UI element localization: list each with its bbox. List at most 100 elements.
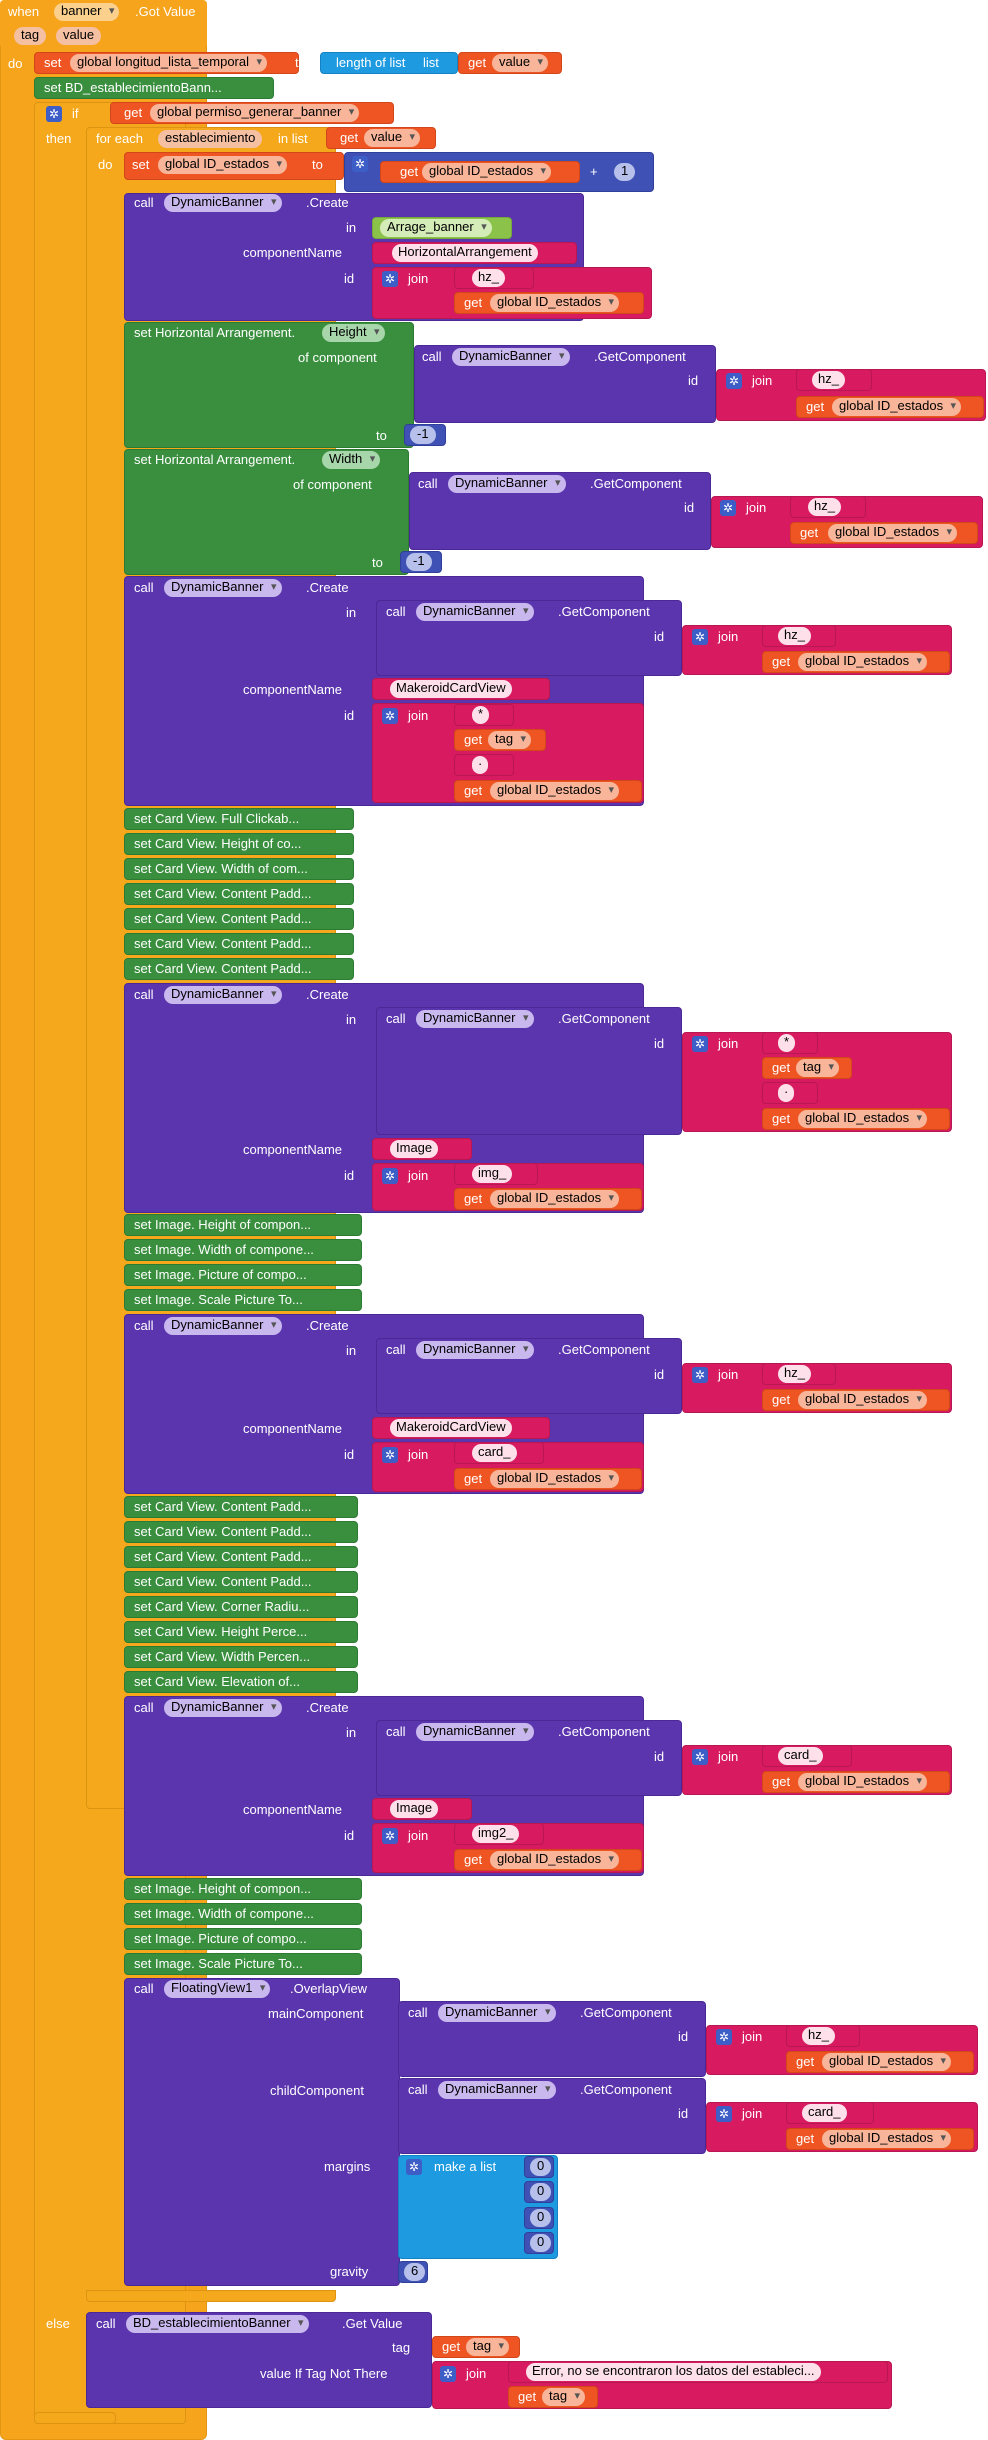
cardview-setter[interactable]: set Card View. Content Padd... [124, 1546, 358, 1568]
id-estados-dropdown[interactable]: global ID_estados [490, 294, 620, 312]
cardview-setter[interactable]: set Card View. Full Clickab... [124, 808, 354, 830]
tag-dropdown[interactable]: tag [466, 2338, 510, 2356]
id-estados-dropdown[interactable]: global ID_estados [822, 2053, 952, 2071]
dynamic-dropdown[interactable]: DynamicBanner [438, 2004, 556, 2022]
bd-dropdown[interactable]: BD_establecimientoBanner [126, 2315, 309, 2333]
cardview-setter[interactable]: set Card View. Height of co... [124, 833, 354, 855]
id-estados-dropdown[interactable]: global ID_estados [490, 1190, 620, 1208]
mutator-gear-icon[interactable]: ✲ [382, 271, 398, 287]
value-dropdown-2[interactable]: value [364, 129, 421, 147]
mutator-gear-icon[interactable]: ✲ [382, 1168, 398, 1184]
mutator-gear-icon[interactable]: ✲ [406, 2159, 422, 2175]
number-one[interactable]: 1 [614, 163, 636, 181]
width-dropdown[interactable]: Width [322, 451, 381, 469]
value-dropdown[interactable]: value [492, 54, 549, 72]
number-zero[interactable]: 0 [530, 2209, 552, 2227]
arrage-dropdown[interactable]: Arrage_banner [380, 219, 492, 237]
string-img2-value[interactable]: img2_ [472, 1825, 520, 1843]
param-tag[interactable]: tag [14, 27, 47, 45]
number-zero[interactable]: 0 [530, 2158, 552, 2176]
string-error-value[interactable]: Error, no se encontraron los datos del e… [526, 2363, 821, 2381]
set-bd-block[interactable] [34, 77, 274, 99]
mutator-gear-icon[interactable]: ✲ [716, 2106, 732, 2122]
string-star-value[interactable]: * [778, 1034, 796, 1052]
mutator-gear-icon[interactable]: ✲ [692, 1749, 708, 1765]
dynamic-dropdown[interactable]: DynamicBanner [164, 579, 282, 597]
string-image[interactable]: Image [390, 1800, 439, 1818]
mutator-gear-icon[interactable]: ✲ [382, 1828, 398, 1844]
id-estados-dropdown[interactable]: global ID_estados [422, 163, 552, 181]
set-ha-width-block[interactable] [124, 449, 409, 575]
var-dropdown[interactable]: global longitud_lista_temporal [70, 54, 268, 72]
cardview-setter[interactable]: set Card View. Content Padd... [124, 1571, 358, 1593]
dynamic-dropdown[interactable]: DynamicBanner [164, 1317, 282, 1335]
mutator-gear-icon[interactable]: ✲ [692, 1367, 708, 1383]
mutator-gear-icon[interactable]: ✲ [720, 500, 736, 516]
image-setter[interactable]: set Image. Height of compon... [124, 1214, 362, 1236]
number-zero[interactable]: 0 [530, 2183, 552, 2201]
dynamic-dropdown[interactable]: DynamicBanner [164, 986, 282, 1004]
mutator-gear-icon[interactable]: ✲ [352, 156, 368, 172]
cardview-setter[interactable]: set Card View. Elevation of... [124, 1671, 358, 1693]
cardview-setter[interactable]: set Card View. Width of com... [124, 858, 354, 880]
mutator-gear-icon[interactable]: ✲ [692, 1036, 708, 1052]
dynamic-dropdown[interactable]: DynamicBanner [438, 2081, 556, 2099]
image-setter[interactable]: set Image. Height of compon... [124, 1878, 362, 1900]
mutator-gear-icon[interactable]: ✲ [692, 629, 708, 645]
floating-dropdown[interactable]: FloatingView1 [164, 1980, 271, 1998]
mutator-gear-icon[interactable]: ✲ [46, 106, 62, 122]
number-neg-one[interactable]: -1 [406, 553, 432, 571]
string-hz-value[interactable]: hz_ [778, 627, 811, 645]
id-estados-dropdown[interactable]: global ID_estados [828, 524, 958, 542]
string-ha[interactable]: HorizontalArrangement [392, 244, 538, 262]
number-zero[interactable]: 0 [530, 2234, 552, 2252]
id-estados-dropdown[interactable]: global ID_estados [798, 653, 928, 671]
string-card-value[interactable]: card_ [778, 1747, 823, 1765]
set-ha-height-block[interactable] [124, 322, 414, 448]
dynamic-dropdown[interactable]: DynamicBanner [452, 348, 570, 366]
id-estados-dropdown[interactable]: global ID_estados [490, 1851, 620, 1869]
image-setter[interactable]: set Image. Picture of compo... [124, 1928, 362, 1950]
string-hz-value[interactable]: hz_ [472, 269, 505, 287]
floating-overlap-view[interactable] [124, 1978, 400, 2286]
mutator-gear-icon[interactable]: ✲ [716, 2029, 732, 2045]
getcomponent-block[interactable] [376, 1007, 682, 1135]
dynamic-dropdown[interactable]: DynamicBanner [448, 475, 566, 493]
image-setter[interactable]: set Image. Scale Picture To... [124, 1289, 362, 1311]
id-estados-dropdown[interactable]: global ID_estados [832, 398, 962, 416]
mutator-gear-icon[interactable]: ✲ [440, 2366, 456, 2382]
cardview-setter[interactable]: set Card View. Width Percen... [124, 1646, 358, 1668]
mutator-gear-icon[interactable]: ✲ [382, 708, 398, 724]
cardview-setter[interactable]: set Card View. Content Padd... [124, 958, 354, 980]
string-hz-value[interactable]: hz_ [802, 2027, 835, 2045]
id-estados-dropdown[interactable]: global ID_estados [158, 156, 288, 174]
id-estados-dropdown[interactable]: global ID_estados [822, 2130, 952, 2148]
string-hz-value[interactable]: hz_ [808, 498, 841, 516]
permiso-dropdown[interactable]: global permiso_generar_banner [150, 104, 360, 122]
number-six[interactable]: 6 [404, 2263, 426, 2281]
cardview-setter[interactable]: set Card View. Content Padd... [124, 1496, 358, 1518]
dynamic-dropdown[interactable]: DynamicBanner [416, 603, 534, 621]
number-neg-one[interactable]: -1 [410, 426, 436, 444]
cardview-setter[interactable]: set Card View. Content Padd... [124, 1521, 358, 1543]
dynamic-dropdown[interactable]: DynamicBanner [416, 1010, 534, 1028]
component-dropdown[interactable]: banner [54, 3, 120, 21]
tag-dropdown[interactable]: tag [488, 731, 532, 749]
dynamic-dropdown[interactable]: DynamicBanner [416, 1341, 534, 1359]
cardview-setter[interactable]: set Card View. Height Perce... [124, 1621, 358, 1643]
id-estados-dropdown[interactable]: global ID_estados [490, 1470, 620, 1488]
string-dot-value[interactable]: · [472, 756, 489, 774]
image-setter[interactable]: set Image. Width of compone... [124, 1903, 362, 1925]
string-dot-value[interactable]: · [778, 1084, 795, 1102]
id-estados-dropdown[interactable]: global ID_estados [798, 1773, 928, 1791]
id-estados-dropdown[interactable]: global ID_estados [798, 1391, 928, 1409]
dynamic-dropdown[interactable]: DynamicBanner [164, 194, 282, 212]
image-setter[interactable]: set Image. Scale Picture To... [124, 1953, 362, 1975]
string-card[interactable]: MakeroidCardView [390, 1419, 512, 1437]
string-hz-value[interactable]: hz_ [812, 371, 845, 389]
cardview-setter[interactable]: set Card View. Corner Radiu... [124, 1596, 358, 1618]
dynamic-dropdown[interactable]: DynamicBanner [164, 1699, 282, 1717]
tag-dropdown[interactable]: tag [796, 1059, 840, 1077]
string-card[interactable]: MakeroidCardView [390, 680, 512, 698]
image-setter[interactable]: set Image. Picture of compo... [124, 1264, 362, 1286]
